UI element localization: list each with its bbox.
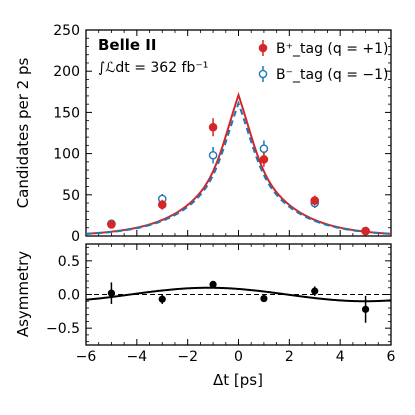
main-y-tick-label: 200 [53, 64, 80, 80]
plus-point [107, 220, 116, 229]
asym-point [158, 295, 166, 303]
main-y-tick-label: 250 [53, 23, 80, 39]
asym-point [209, 280, 217, 288]
minus-point [259, 144, 269, 153]
luminosity-label: ∫ℒdt = 362 fb⁻¹ [98, 60, 208, 76]
experiment-label: Belle II [98, 36, 156, 54]
main-y-tick-label: 0 [71, 229, 80, 245]
main-y-axis-label: Candidates per 2 ps [14, 58, 32, 209]
fit-curve-plus [85, 91, 392, 235]
asym-y-tick-label: 0.0 [58, 288, 80, 304]
legend-marker-plus [258, 43, 268, 53]
x-tick-label: 0 [234, 349, 243, 365]
asym-y-tick-label: 0.5 [58, 254, 80, 270]
plus-point [157, 200, 167, 209]
plus-point [208, 122, 218, 132]
x-tick-label: −4 [127, 349, 148, 365]
main-y-tick-label: 150 [53, 105, 80, 121]
asym-point [107, 289, 116, 297]
legend: B⁺_tag (q = +1) B⁻_tag (q = −1) [258, 40, 388, 83]
fit-curve-minus [85, 100, 392, 235]
main-y-tick-label: 50 [62, 188, 80, 204]
asym-fit-curve [85, 286, 392, 303]
asym-point [260, 294, 268, 303]
plus-point [259, 155, 269, 164]
asym-y-tick-label: −0.5 [46, 321, 80, 337]
x-tick-label: −6 [76, 349, 97, 365]
asym-y-axis-label: Asymmetry [14, 251, 32, 337]
x-tick-label: 4 [336, 349, 345, 365]
legend-marker-minus [258, 69, 268, 79]
plus-point [361, 226, 370, 236]
asym-point [361, 305, 370, 313]
asym-point [311, 287, 319, 295]
x-tick-label: 6 [387, 349, 396, 365]
minus-point [208, 150, 218, 160]
x-axis-label: Δt [ps] [213, 371, 263, 389]
x-tick-label: −2 [177, 349, 198, 365]
main-y-tick-label: 100 [53, 147, 80, 163]
legend-label-minus: B⁻_tag (q = −1) [276, 67, 388, 83]
x-tick-label: 2 [285, 349, 294, 365]
plus-point [310, 196, 320, 205]
legend-label-plus: B⁺_tag (q = +1) [276, 41, 388, 57]
